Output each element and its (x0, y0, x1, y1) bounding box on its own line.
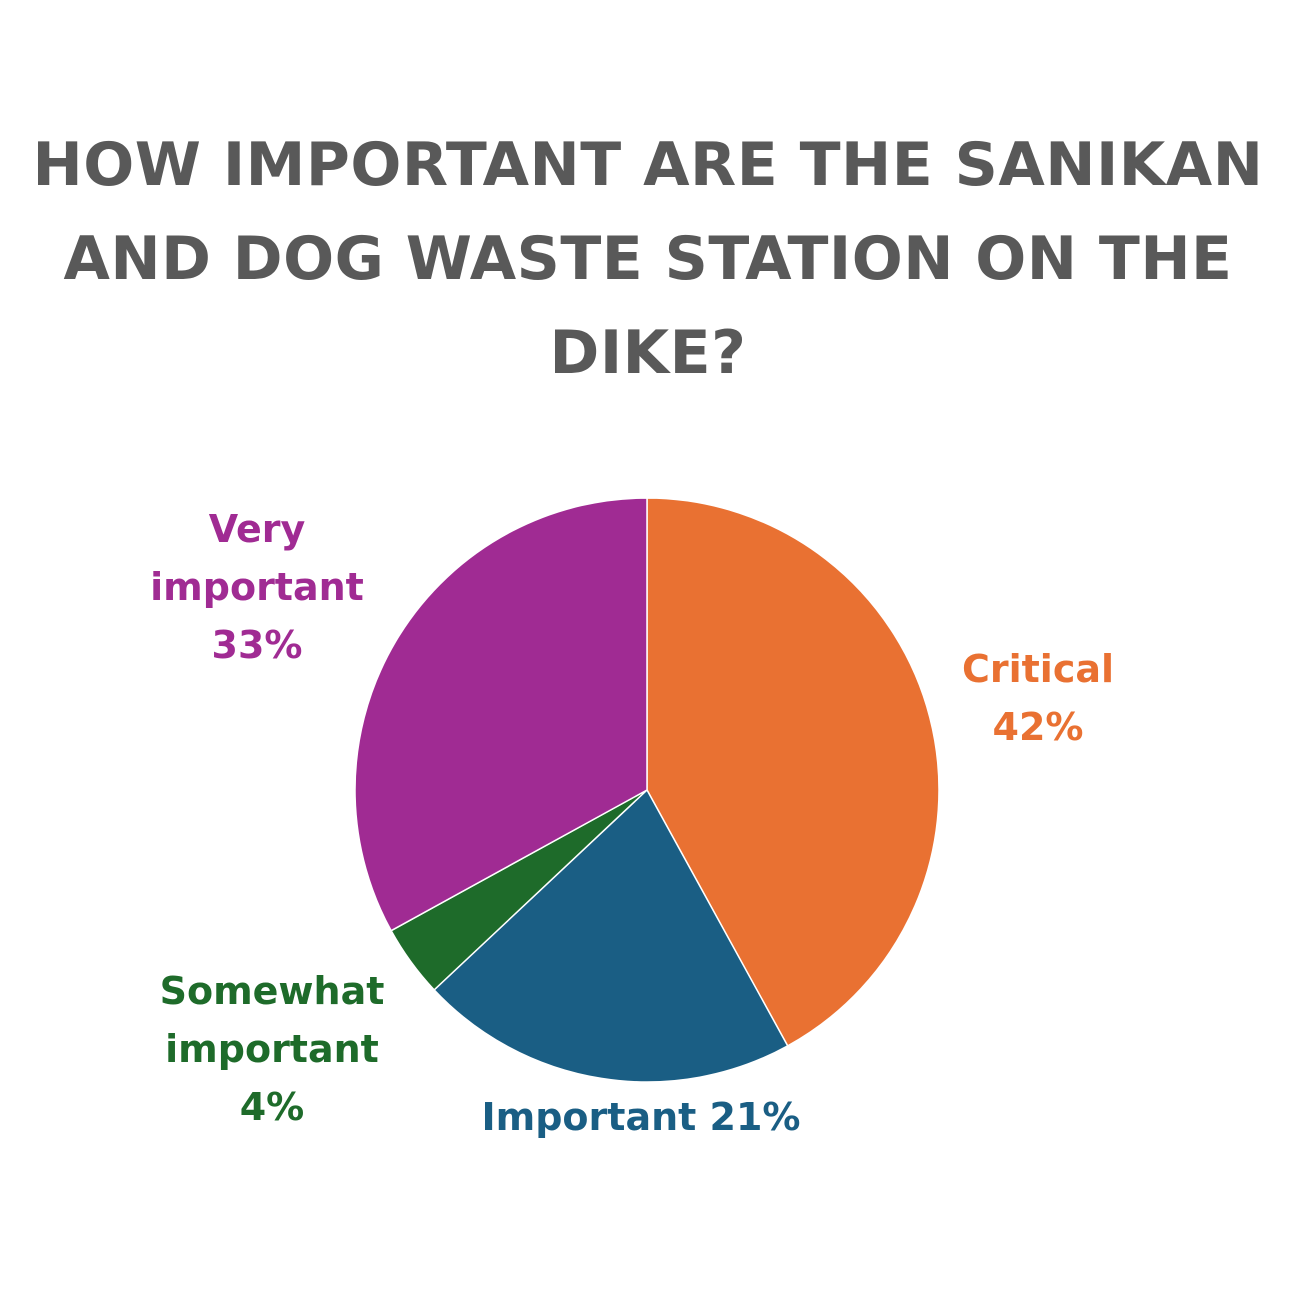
data-label-somewhat-important-line-1: Somewhat (159, 969, 385, 1013)
data-label-very-important-line-2: important (150, 565, 364, 609)
pie-slice-critical (646, 497, 940, 1047)
data-label-somewhat-important-line-3: 4% (239, 1085, 305, 1129)
chart-title-line-2: AND DOG WASTE STATION ON THE (63, 224, 1233, 294)
data-label-very-important: Very important 33% (142, 500, 372, 674)
data-label-somewhat-important-line-2: important (165, 1027, 379, 1071)
data-label-important: Important 21% (476, 1088, 806, 1146)
data-label-critical: Critical 42% (958, 640, 1118, 756)
data-label-very-important-line-3: 33% (211, 623, 303, 667)
chart-title-line-1: HOW IMPORTANT ARE THE SANIKAN (32, 130, 1264, 200)
data-label-very-important-line-1: Very (208, 507, 306, 551)
pie-slice-very-important (354, 497, 648, 932)
pie-slice-important (433, 788, 789, 1083)
data-label-critical-line-2: 42% (992, 705, 1084, 749)
data-label-somewhat-important: Somewhat important 4% (148, 962, 396, 1136)
data-label-important-line-1: Important 21% (481, 1095, 801, 1139)
pie-slices (354, 497, 940, 1083)
chart-title: HOW IMPORTANT ARE THE SANIKAN AND DOG WA… (0, 118, 1296, 400)
data-label-critical-line-1: Critical (961, 647, 1115, 691)
chart-title-line-3: DIKE? (549, 318, 747, 388)
